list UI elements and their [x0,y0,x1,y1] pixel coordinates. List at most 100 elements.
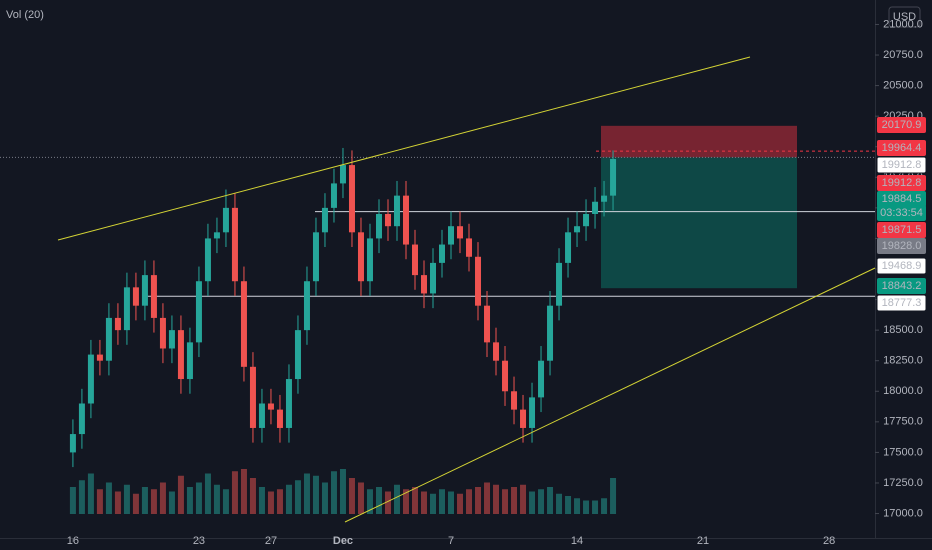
candle-body [312,232,319,282]
candle-body [321,207,328,233]
volume-bar [429,493,436,514]
candle-body [457,226,464,239]
candle-body [195,281,202,343]
volume-bar [502,489,509,514]
candle-body [475,256,482,306]
volume-bar [411,487,418,514]
target-zone [601,157,797,289]
volume-bar [592,500,599,514]
candle-body [529,397,536,428]
volume-bar [393,484,400,514]
candle-body [231,207,238,282]
candle-body [384,213,391,227]
x-tick-label: Dec [333,535,353,547]
candle-body [87,354,94,404]
volume-bar [78,480,85,514]
candle-body [249,366,256,428]
candle-body [502,360,509,392]
volume-bar [222,489,229,514]
candle-body [393,195,400,227]
candle-body [114,317,121,331]
candle-body [547,305,554,361]
candle-body [448,226,455,245]
candle-body [132,287,139,306]
volume-bar [204,473,211,514]
currency-button[interactable] [888,6,921,28]
y-tick-label: 17000.0 [883,507,923,519]
x-tick-label: 16 [67,535,79,547]
x-tick-label: 27 [265,535,277,547]
volume-bar [420,491,427,514]
volume-bar [168,491,175,514]
trend-line [344,267,876,523]
volume-bar [123,484,130,514]
price-label-box [876,257,927,275]
volume-bar [547,487,554,514]
candle-body [294,330,301,380]
volume-bar [384,491,391,514]
x-tick-label: 28 [823,535,835,547]
price-label: 19884.5 [882,193,922,205]
candle-body [285,379,292,428]
candle-body [96,354,103,361]
candle-body [511,391,518,410]
volume-bar [276,489,283,514]
candle-body [240,281,247,367]
volume-bar [141,487,148,514]
volume-bar [186,487,193,514]
candle-body [493,342,500,361]
price-label-box [877,278,926,294]
price-label-box [876,156,927,174]
candle-body [466,238,473,257]
candle-body [123,287,130,331]
candle-body [213,232,220,239]
y-tick-label: 18500.0 [883,324,923,336]
volume-bar [475,487,482,514]
candle-body [258,403,265,428]
candle-body [402,195,409,245]
volume-bar [303,473,310,514]
price-label: 19912.8 [882,159,922,171]
volume-bar [493,484,500,514]
volume-bar [601,498,608,514]
currency-label: USD [893,11,916,23]
y-tick-label: 17750.0 [883,416,923,428]
volume-bar [159,482,166,514]
y-tick-label: 17250.0 [883,477,923,489]
volume-bar [87,473,94,514]
volume-bar [267,491,274,514]
plot-area [0,125,875,514]
volume-bar [538,489,545,514]
price-label-box [877,191,926,207]
candle-body [330,183,337,208]
candle-body [538,360,545,398]
candle-body [583,213,590,227]
y-tick-label: 20750.0 [883,49,923,61]
price-label-box [877,117,926,133]
volume-bar [375,487,382,514]
candle-body [592,201,599,214]
candle-body [150,275,157,318]
candle-body [601,195,608,202]
y-tick-label: 17500.0 [883,446,923,458]
candle-body [574,226,581,233]
volume-bar [231,471,238,514]
candle-body [411,244,418,276]
volume-bar [312,475,319,514]
price-label: 19828.0 [882,240,922,252]
candle-body [78,403,85,435]
candle-body [520,409,527,428]
volume-bar [240,469,247,514]
stop-zone [601,125,797,158]
volume-bar [258,487,265,514]
price-label: 19468.9 [882,260,922,272]
volume-bar [294,480,301,514]
volume-bar [132,493,139,514]
candle-body [186,342,193,380]
candle-body [267,403,274,410]
price-label: 19964.4 [882,142,922,154]
price-label: 03:33:54 [880,207,923,219]
price-label: 20170.9 [882,119,922,131]
